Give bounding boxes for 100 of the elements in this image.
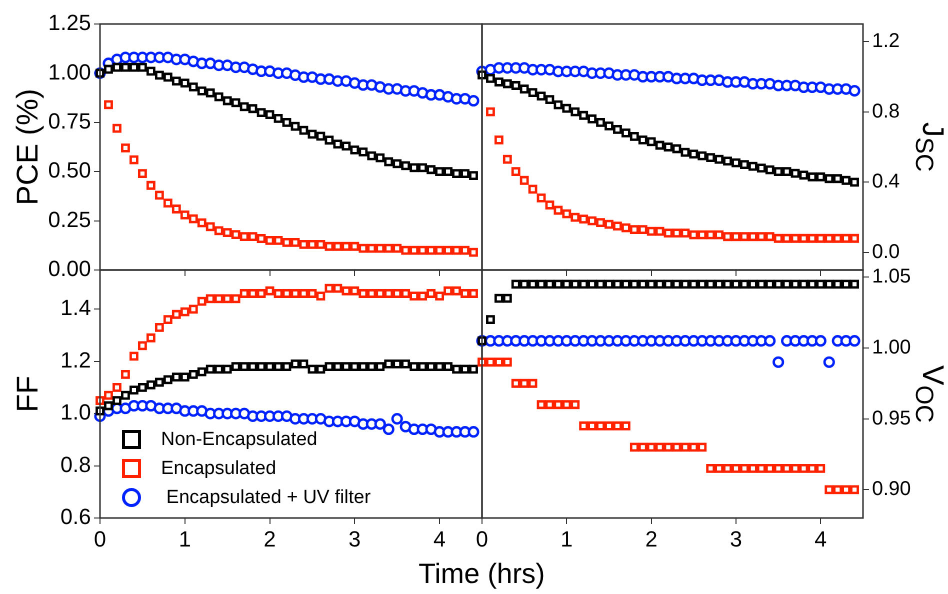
point <box>630 280 639 289</box>
point <box>680 442 690 452</box>
x-axis-title: Time (hrs) <box>418 558 546 590</box>
point <box>520 280 529 289</box>
point <box>630 225 639 234</box>
point <box>392 360 402 368</box>
point <box>545 95 554 104</box>
point <box>231 362 240 372</box>
point <box>418 163 428 172</box>
point <box>240 232 249 241</box>
point <box>816 234 826 243</box>
point <box>528 280 538 289</box>
point <box>358 362 368 372</box>
point <box>816 172 826 182</box>
point <box>401 289 410 298</box>
point <box>384 360 394 368</box>
point <box>188 370 198 379</box>
y-tick-label: 1.05 <box>872 266 911 288</box>
point <box>222 364 232 374</box>
point <box>170 402 182 414</box>
point <box>579 421 588 430</box>
point <box>238 61 250 74</box>
point <box>290 360 300 368</box>
point <box>714 280 724 289</box>
point <box>765 232 774 242</box>
point <box>367 289 376 298</box>
point <box>528 184 538 194</box>
point <box>214 226 224 236</box>
point <box>833 280 842 289</box>
point <box>765 464 774 473</box>
point <box>248 104 258 114</box>
point <box>274 114 283 123</box>
point <box>376 153 385 162</box>
y-tick-label: 0.6 <box>60 504 91 530</box>
point <box>342 142 351 150</box>
point <box>740 464 749 473</box>
x-tick-label: 0 <box>94 526 106 552</box>
point <box>748 162 758 171</box>
point <box>748 232 758 242</box>
point <box>112 62 122 72</box>
point <box>444 246 452 255</box>
point <box>486 358 495 367</box>
point <box>358 289 368 298</box>
point <box>400 420 412 432</box>
point <box>384 157 394 166</box>
point <box>740 160 749 170</box>
point <box>494 136 504 144</box>
point <box>528 378 538 388</box>
point <box>738 76 750 88</box>
point <box>248 232 258 241</box>
point <box>306 71 318 83</box>
point <box>367 362 376 372</box>
point <box>452 246 461 255</box>
point <box>146 380 156 390</box>
point <box>833 234 842 243</box>
point <box>511 378 520 388</box>
legend-label: Encapsulated + UV filter <box>165 486 371 508</box>
point <box>384 244 394 253</box>
x-tick-label: 4 <box>814 526 827 552</box>
point <box>196 405 208 417</box>
point <box>520 378 529 388</box>
point <box>638 225 648 234</box>
point <box>782 167 792 176</box>
point <box>316 240 326 249</box>
point <box>392 289 402 298</box>
point <box>816 464 826 473</box>
point <box>468 94 480 107</box>
point <box>520 84 529 94</box>
point <box>410 163 419 172</box>
point <box>452 286 461 296</box>
point <box>680 228 690 238</box>
point <box>814 335 826 347</box>
point <box>138 62 147 72</box>
point <box>401 360 410 368</box>
point <box>638 136 648 144</box>
point <box>588 114 597 124</box>
x-tick-label: 4 <box>433 526 446 552</box>
point <box>468 426 480 438</box>
point <box>163 72 172 82</box>
point <box>502 358 512 367</box>
point <box>536 400 546 410</box>
point <box>392 244 402 253</box>
point <box>511 167 520 176</box>
y-tick-label: 1.2 <box>872 30 900 52</box>
point <box>308 289 317 298</box>
point <box>469 289 478 298</box>
point <box>197 367 206 376</box>
point <box>706 280 716 289</box>
point <box>206 222 215 232</box>
point <box>280 410 293 422</box>
point <box>418 362 428 372</box>
point <box>842 176 851 185</box>
point <box>756 464 766 473</box>
point <box>374 418 386 430</box>
point <box>714 154 724 164</box>
point <box>562 280 572 289</box>
point <box>197 86 206 96</box>
point <box>570 400 580 410</box>
point <box>723 280 732 289</box>
point <box>638 442 648 452</box>
